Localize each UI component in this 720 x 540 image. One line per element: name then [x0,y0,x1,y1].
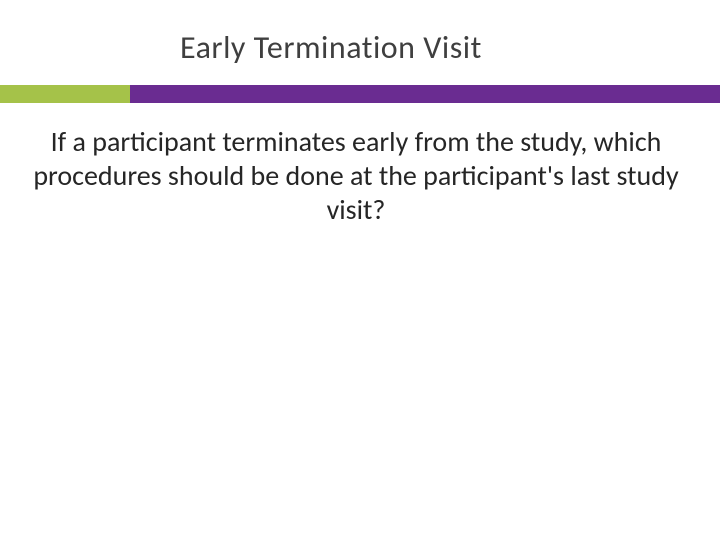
accent-divider [0,85,720,103]
divider-purple-segment [130,85,720,103]
body-area: If a participant terminates early from t… [0,103,720,227]
divider-green-segment [0,85,130,103]
slide-title: Early Termination Visit [180,28,720,67]
slide-container: Early Termination Visit If a participant… [0,0,720,540]
slide-body-text: If a participant terminates early from t… [32,125,680,227]
title-area: Early Termination Visit [0,0,720,85]
